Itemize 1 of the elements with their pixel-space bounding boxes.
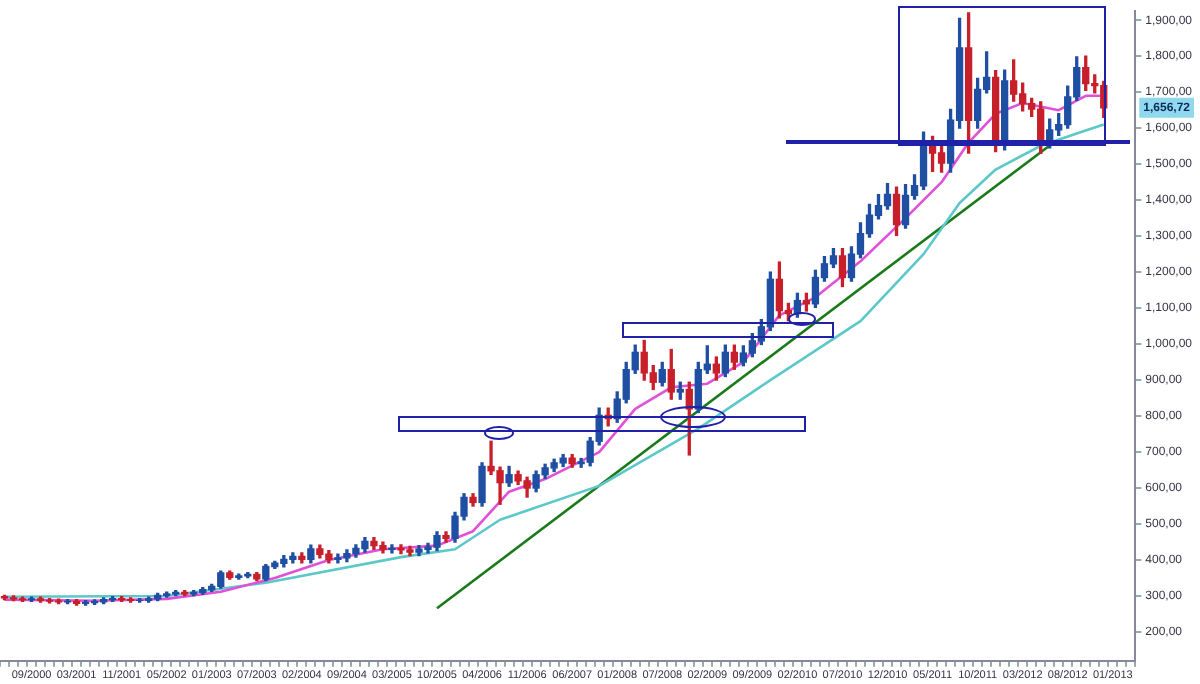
candlestick xyxy=(388,544,396,554)
